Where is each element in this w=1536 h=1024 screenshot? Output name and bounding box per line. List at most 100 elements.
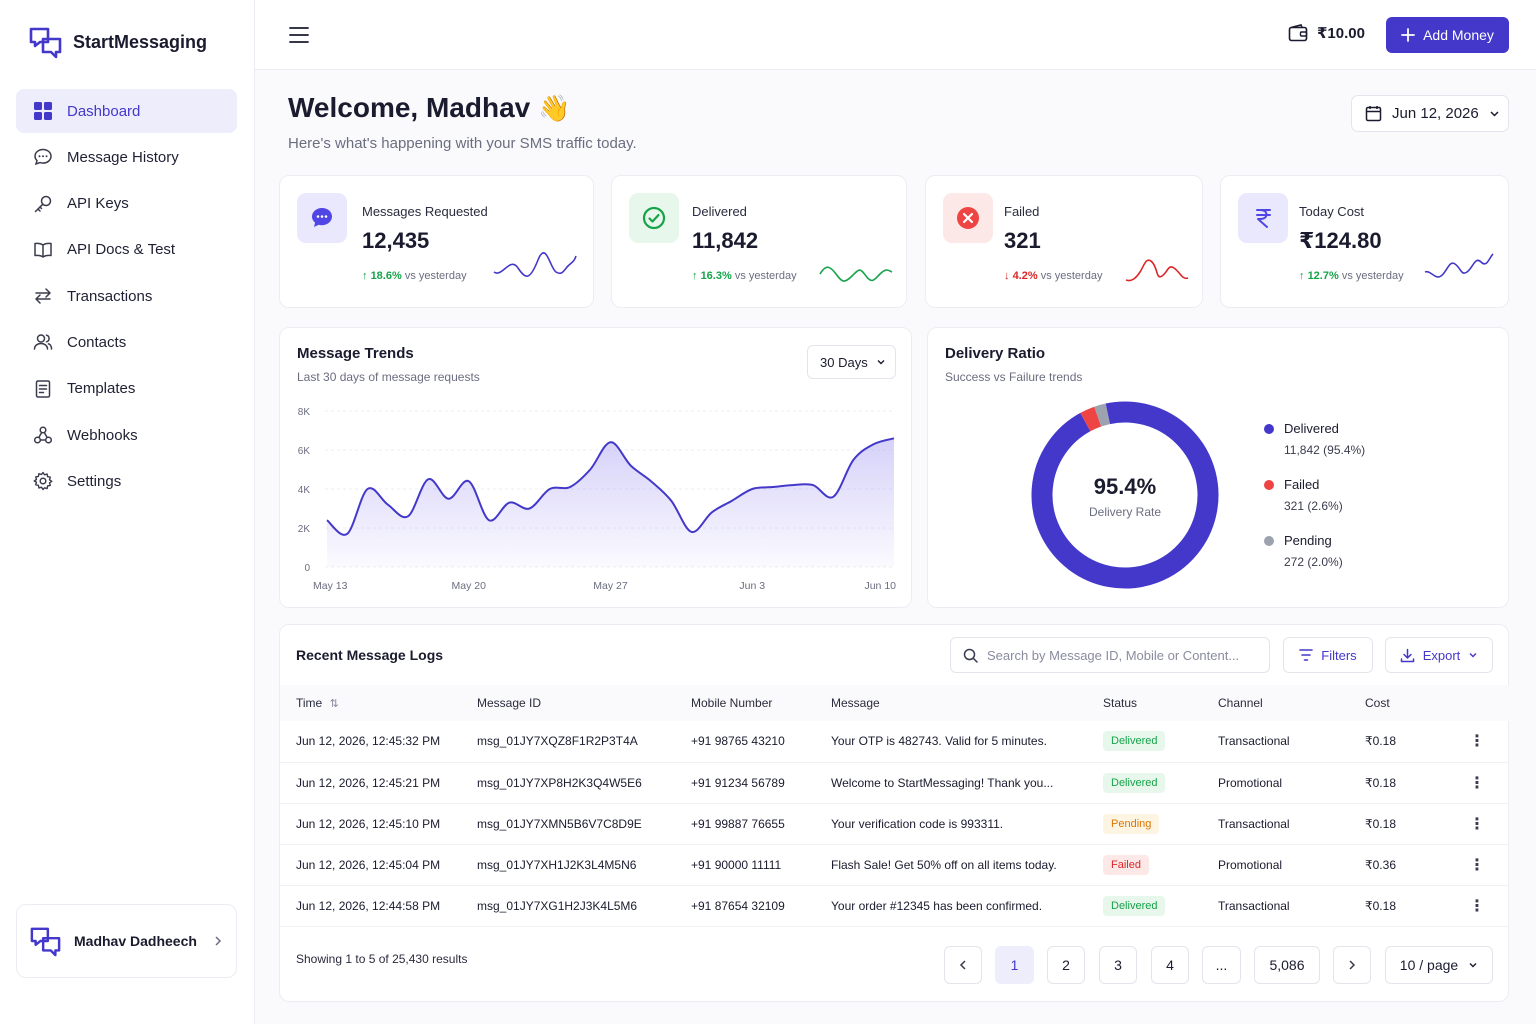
sidebar-item-dashboard[interactable]: Dashboard — [16, 89, 237, 133]
check-circle-icon — [629, 193, 679, 243]
cell-channel: Transactional — [1218, 898, 1290, 913]
change-suffix: vs yesterday — [1040, 270, 1103, 282]
hamburger-menu-icon[interactable] — [289, 26, 309, 44]
stat-value: ₹124.80 — [1299, 228, 1382, 253]
y-tick-label: 2K — [298, 524, 311, 535]
row-actions-icon[interactable]: ⋮ — [1469, 733, 1485, 751]
cell-message-id: msg_01JY7XH1J2K3L4M5N6 — [477, 857, 637, 872]
table-row[interactable]: Jun 12, 2026, 12:45:21 PM msg_01JY7XP8H2… — [280, 762, 1509, 803]
x-tick-label: May 27 — [593, 580, 628, 592]
download-icon — [1400, 648, 1414, 662]
pagination-page-1[interactable]: 1 — [995, 946, 1034, 984]
change-percent: 16.3% — [700, 270, 732, 282]
webhook-icon — [33, 426, 53, 444]
cell-cost: ₹0.18 — [1365, 775, 1396, 790]
sidebar-item-label: Settings — [67, 472, 122, 490]
pagination-prev-button[interactable] — [944, 946, 982, 984]
stat-card-delivered: Delivered 11,842 ↑ 16.3% vs yesterday — [611, 175, 907, 308]
app-name: StartMessaging — [73, 32, 208, 52]
status-badge: Failed — [1103, 854, 1149, 875]
trend-line — [326, 437, 895, 536]
sidebar-item-label: Transactions — [67, 287, 153, 305]
legend-value: 272 (2.0%) — [1284, 555, 1343, 569]
stat-label: Failed — [1004, 204, 1040, 219]
cell-cost: ₹0.18 — [1365, 898, 1396, 913]
cell-channel: Promotional — [1218, 775, 1283, 790]
arrows-swap-icon — [35, 288, 51, 304]
row-actions-icon[interactable]: ⋮ — [1469, 815, 1485, 833]
filters-button[interactable]: Filters — [1283, 637, 1373, 673]
sidebar-item-message-history[interactable]: Message History — [16, 135, 237, 179]
book-icon — [34, 242, 52, 258]
users-icon — [33, 334, 53, 351]
cell-message: Your order #12345 has been confirmed. — [831, 898, 1043, 913]
status-badge: Delivered — [1103, 772, 1166, 793]
cell-channel: Promotional — [1218, 857, 1283, 872]
stat-change: ↑ 16.3% vs yesterday — [692, 270, 797, 282]
add-money-label: Add Money — [1423, 27, 1494, 43]
stat-label: Today Cost — [1299, 204, 1365, 219]
date-picker[interactable]: Jun 12, 2026 — [1351, 95, 1509, 132]
search-icon — [963, 648, 978, 663]
export-label: Export — [1422, 647, 1461, 663]
table-row[interactable]: Jun 12, 2026, 12:44:58 PM msg_01JY7XG1H2… — [280, 885, 1509, 926]
arrow-up-icon: ↑ — [362, 270, 371, 282]
user-profile-card[interactable]: Madhav Dadheech — [16, 904, 237, 978]
wallet-balance[interactable]: ₹10.00 — [1288, 24, 1365, 42]
arrow-down-icon: ↓ — [1004, 270, 1013, 282]
stat-label: Delivered — [692, 204, 747, 219]
legend-value: 321 (2.6%) — [1284, 499, 1343, 513]
legend-failed: Failed 321 (2.6%) — [1264, 477, 1343, 513]
cell-message: Your OTP is 482743. Valid for 5 minutes. — [831, 734, 1047, 749]
cell-mobile: +91 91234 56789 — [691, 775, 785, 790]
stat-value: 11,842 — [692, 228, 759, 253]
row-actions-icon[interactable]: ⋮ — [1469, 774, 1485, 792]
sparkline-requested — [493, 252, 577, 277]
range-dropdown[interactable]: 30 Days — [807, 345, 896, 379]
sort-icon[interactable]: ⇅ — [329, 698, 339, 710]
legend-name: Failed — [1284, 477, 1320, 492]
sparkline-delivered — [819, 266, 893, 282]
sidebar-item-templates[interactable]: Templates — [16, 367, 237, 411]
table-row[interactable]: Jun 12, 2026, 12:45:04 PM msg_01JY7XH1J2… — [280, 844, 1509, 885]
pagination-page-last[interactable]: 5,086 — [1254, 946, 1320, 984]
app-logo[interactable]: StartMessaging — [28, 26, 207, 59]
sidebar-item-api-docs[interactable]: API Docs & Test — [16, 228, 237, 272]
user-name: Madhav Dadheech — [74, 933, 197, 949]
sidebar-item-webhooks[interactable]: Webhooks — [16, 413, 237, 457]
row-actions-icon[interactable]: ⋮ — [1469, 897, 1485, 915]
legend-name: Pending — [1284, 533, 1332, 548]
add-money-button[interactable]: Add Money — [1386, 17, 1509, 53]
pagination-page-4[interactable]: 4 — [1151, 946, 1189, 984]
status-badge: Delivered — [1103, 731, 1166, 752]
sidebar-item-transactions[interactable]: Transactions — [16, 274, 237, 318]
cell-message-id: msg_01JY7XP8H2K3Q4W5E6 — [477, 775, 642, 790]
table-row[interactable]: Jun 12, 2026, 12:45:10 PM msg_01JY7XMN5B… — [280, 803, 1509, 844]
change-suffix: vs yesterday — [734, 270, 797, 282]
pagination-page-2[interactable]: 2 — [1047, 946, 1085, 984]
wave-emoji: 👋 — [538, 92, 571, 123]
rupee-icon — [1238, 193, 1288, 243]
pagination-next-button[interactable] — [1333, 946, 1371, 984]
cell-cost: ₹0.36 — [1365, 857, 1396, 872]
table-row[interactable]: Jun 12, 2026, 12:45:32 PM msg_01JY7XQZ8F… — [280, 721, 1509, 762]
pagination-page-3[interactable]: 3 — [1099, 946, 1137, 984]
search-input[interactable]: Search by Message ID, Mobile or Content.… — [950, 637, 1270, 673]
row-actions-icon[interactable]: ⋮ — [1469, 856, 1485, 874]
col-header-time[interactable]: Time ⇅ — [280, 685, 477, 721]
selected-date: Jun 12, 2026 — [1392, 105, 1479, 122]
sidebar-item-settings[interactable]: Settings — [16, 459, 237, 503]
welcome-text: Welcome, Madhav — [288, 92, 531, 123]
sidebar-item-api-keys[interactable]: API Keys — [16, 182, 237, 226]
col-header-channel: Channel — [1218, 696, 1263, 710]
logo-icon — [29, 27, 62, 59]
cell-time: Jun 12, 2026, 12:45:10 PM — [296, 816, 441, 831]
donut-slice-pending — [1094, 403, 1111, 427]
change-suffix: vs yesterday — [1341, 270, 1404, 282]
cell-mobile: +91 87654 32109 — [691, 898, 785, 913]
donut-slice-failed — [1080, 406, 1102, 432]
per-page-select[interactable]: 10 / page — [1385, 946, 1493, 984]
export-button[interactable]: Export — [1385, 637, 1493, 673]
sidebar-item-contacts[interactable]: Contacts — [16, 320, 237, 364]
y-tick-label: 6K — [298, 446, 311, 457]
